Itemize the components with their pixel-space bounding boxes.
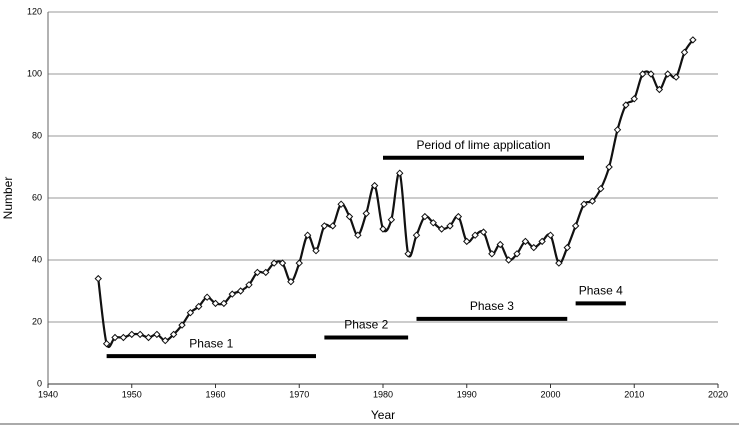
annotation-label: Phase 3	[470, 299, 514, 313]
y-axis-label: Number	[1, 177, 15, 220]
point-marker	[521, 237, 530, 246]
point-marker	[580, 200, 588, 208]
point-marker	[211, 299, 220, 308]
y-tick-label: 20	[32, 316, 42, 326]
point-marker	[245, 281, 253, 289]
point-marker	[454, 212, 463, 221]
point-marker	[471, 231, 479, 239]
x-tick-label: 2020	[708, 389, 728, 399]
point-marker	[253, 268, 262, 277]
point-marker	[404, 250, 412, 258]
point-marker	[270, 259, 278, 267]
point-marker	[672, 73, 680, 81]
point-marker	[412, 231, 421, 239]
point-marker	[513, 250, 521, 258]
point-marker	[479, 228, 488, 236]
point-marker	[320, 222, 329, 230]
annotation-label: Phase 1	[189, 336, 233, 350]
point-marker	[186, 308, 195, 317]
point-marker	[161, 336, 169, 345]
y-tick-label: 120	[27, 6, 42, 16]
point-marker	[203, 293, 211, 301]
point-marker	[555, 259, 563, 267]
point-marker	[546, 231, 555, 239]
point-marker	[530, 243, 538, 252]
point-marker	[664, 70, 672, 78]
point-marker	[169, 330, 178, 339]
point-marker	[287, 277, 295, 286]
point-marker	[597, 184, 605, 193]
point-marker	[421, 212, 429, 221]
point-marker	[630, 95, 638, 103]
point-marker	[128, 330, 136, 339]
point-marker	[496, 240, 504, 249]
point-marker	[94, 274, 102, 283]
point-marker	[647, 70, 655, 78]
point-marker	[571, 222, 580, 230]
point-marker	[680, 48, 689, 57]
point-marker	[396, 169, 404, 177]
point-marker	[337, 200, 345, 208]
point-marker	[295, 259, 303, 267]
point-marker	[613, 126, 622, 134]
point-marker	[638, 70, 647, 78]
data-line	[97, 39, 694, 349]
point-marker	[446, 222, 454, 230]
point-marker	[278, 259, 287, 267]
y-tick-label: 60	[32, 192, 42, 202]
x-tick-label: 1950	[122, 389, 142, 399]
y-tick-label: 40	[32, 254, 42, 264]
point-marker	[429, 219, 437, 227]
x-tick-label: 2000	[540, 389, 560, 399]
point-marker	[153, 330, 161, 339]
y-tick-label: 100	[27, 68, 42, 78]
point-marker	[303, 231, 312, 239]
point-marker	[136, 330, 144, 339]
point-marker	[504, 256, 513, 264]
point-marker	[345, 212, 354, 221]
point-marker	[228, 290, 236, 298]
x-tick-label: 1990	[457, 389, 477, 399]
point-marker	[488, 250, 496, 258]
point-marker	[111, 333, 119, 342]
point-marker	[379, 225, 387, 233]
point-marker	[387, 215, 396, 224]
point-marker	[362, 209, 370, 218]
x-tick-label: 1940	[38, 389, 58, 399]
point-marker	[144, 333, 153, 342]
point-marker	[588, 197, 597, 205]
point-marker	[195, 302, 203, 311]
point-marker	[463, 237, 471, 246]
x-tick-label: 1970	[289, 389, 309, 399]
point-marker	[622, 101, 630, 109]
point-marker	[102, 339, 111, 348]
annotation-label: Period of lime application	[416, 138, 550, 152]
annotation-label: Phase 2	[344, 318, 388, 332]
y-tick-label: 80	[32, 130, 42, 140]
annotation-label: Phase 4	[579, 284, 623, 298]
x-tick-label: 1960	[205, 389, 225, 399]
point-marker	[178, 321, 186, 329]
point-marker	[370, 181, 379, 190]
point-marker	[236, 287, 245, 295]
x-tick-label: 1980	[373, 389, 393, 399]
point-marker	[655, 85, 664, 94]
y-tick-label: 0	[37, 378, 42, 388]
point-marker	[605, 163, 613, 171]
point-marker	[312, 246, 320, 255]
point-marker	[354, 231, 362, 239]
point-marker	[437, 225, 446, 233]
point-marker	[563, 243, 571, 252]
point-marker	[220, 299, 228, 308]
point-marker	[538, 237, 546, 246]
point-marker	[262, 268, 270, 277]
point-marker	[689, 36, 697, 44]
point-marker	[329, 222, 337, 230]
x-tick-label: 2010	[624, 389, 644, 399]
x-axis-label: Year	[371, 408, 395, 422]
point-marker	[119, 333, 128, 342]
